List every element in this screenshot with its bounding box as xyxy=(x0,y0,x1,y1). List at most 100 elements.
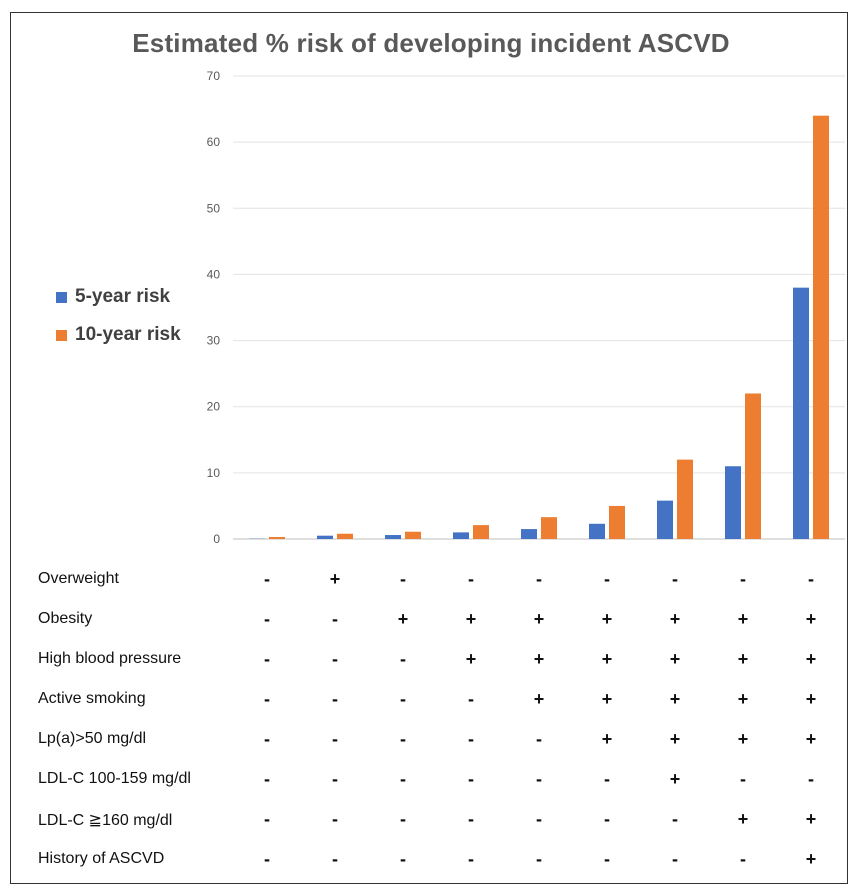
bar-10-year-risk xyxy=(813,115,829,539)
bar-10-year-risk xyxy=(337,533,353,539)
factor-absent-mark: - xyxy=(672,569,678,589)
factor-absent-mark: - xyxy=(264,569,270,589)
factor-present-mark: + xyxy=(669,689,681,709)
bar-5-year-risk xyxy=(589,523,605,539)
factor-absent-mark: - xyxy=(468,729,474,749)
factor-absent-mark: - xyxy=(264,609,270,629)
factor-absent-mark: - xyxy=(400,729,406,749)
risk-factor-label: High blood pressure xyxy=(38,650,182,667)
factor-present-mark: + xyxy=(601,649,613,669)
factor-absent-mark: - xyxy=(536,729,542,749)
factor-absent-mark: - xyxy=(264,729,270,749)
factor-present-mark: + xyxy=(805,729,817,749)
risk-factor-label: Overweight xyxy=(38,570,119,587)
factor-absent-mark: - xyxy=(604,849,610,869)
bar-5-year-risk xyxy=(317,535,333,539)
risk-factor-label: Obesity xyxy=(38,610,93,627)
factor-present-mark: + xyxy=(669,609,681,629)
factor-absent-mark: - xyxy=(740,769,746,789)
legend-item-10-year: 10-year risk xyxy=(56,316,181,354)
factor-absent-mark: - xyxy=(672,849,678,869)
factor-absent-mark: - xyxy=(264,769,270,789)
bar-5-year-risk xyxy=(725,466,741,539)
y-tick-label: 20 xyxy=(207,400,221,414)
factor-present-mark: + xyxy=(329,569,341,589)
factor-absent-mark: - xyxy=(400,809,406,829)
chart-title: Estimated % risk of developing incident … xyxy=(132,28,730,58)
bar-5-year-risk xyxy=(385,535,401,539)
legend-item-5-year: 5-year risk xyxy=(56,278,181,316)
bar-5-year-risk xyxy=(521,529,537,539)
legend-swatch-5-year xyxy=(56,291,67,303)
factor-present-mark: + xyxy=(805,849,817,869)
factor-absent-mark: - xyxy=(332,809,338,829)
bar-5-year-risk xyxy=(793,287,809,539)
bar-10-year-risk xyxy=(473,525,489,539)
risk-factor-label: Lp(a)>50 mg/dl xyxy=(38,730,147,747)
factor-present-mark: + xyxy=(669,769,681,789)
factor-present-mark: + xyxy=(669,729,681,749)
factor-absent-mark: - xyxy=(332,649,338,669)
factor-absent-mark: - xyxy=(264,849,270,869)
factor-present-mark: + xyxy=(601,689,613,709)
factor-present-mark: + xyxy=(805,809,817,829)
factor-present-mark: + xyxy=(669,649,681,669)
factor-present-mark: + xyxy=(737,609,749,629)
legend: 5-year risk 10-year risk xyxy=(56,278,181,354)
factor-absent-mark: - xyxy=(264,809,270,829)
factor-absent-mark: - xyxy=(332,609,338,629)
risk-factor-label: LDL-C ≧160 mg/dl xyxy=(38,812,173,829)
factor-absent-mark: - xyxy=(468,569,474,589)
bar-5-year-risk xyxy=(453,532,469,539)
factor-absent-mark: - xyxy=(604,809,610,829)
factor-absent-mark: - xyxy=(808,569,814,589)
y-tick-label: 0 xyxy=(213,532,220,546)
factor-absent-mark: - xyxy=(400,769,406,789)
factor-present-mark: + xyxy=(805,609,817,629)
factor-absent-mark: - xyxy=(536,849,542,869)
factor-absent-mark: - xyxy=(332,849,338,869)
factor-absent-mark: - xyxy=(468,849,474,869)
y-tick-label: 40 xyxy=(207,267,221,281)
factor-absent-mark: - xyxy=(468,769,474,789)
y-tick-label: 70 xyxy=(207,69,221,83)
bar-10-year-risk xyxy=(745,393,761,539)
factor-absent-mark: - xyxy=(468,689,474,709)
factor-absent-mark: - xyxy=(536,809,542,829)
legend-label-10-year: 10-year risk xyxy=(75,324,181,345)
bar-5-year-risk xyxy=(657,500,673,539)
factor-absent-mark: - xyxy=(400,569,406,589)
factor-absent-mark: - xyxy=(264,689,270,709)
factor-present-mark: + xyxy=(805,649,817,669)
factor-absent-mark: - xyxy=(536,769,542,789)
factor-absent-mark: - xyxy=(740,569,746,589)
factor-present-mark: + xyxy=(737,649,749,669)
legend-label-5-year: 5-year risk xyxy=(75,286,171,307)
factor-present-mark: + xyxy=(397,609,409,629)
factor-absent-mark: - xyxy=(332,729,338,749)
factor-absent-mark: - xyxy=(604,569,610,589)
factor-present-mark: + xyxy=(533,689,545,709)
bar-10-year-risk xyxy=(609,505,625,539)
risk-factor-label: Active smoking xyxy=(38,690,146,707)
y-tick-label: 50 xyxy=(207,201,221,215)
factor-present-mark: + xyxy=(601,729,613,749)
legend-swatch-10-year xyxy=(56,329,67,341)
factor-absent-mark: - xyxy=(808,769,814,789)
factor-absent-mark: - xyxy=(264,649,270,669)
factor-absent-mark: - xyxy=(400,689,406,709)
factor-present-mark: + xyxy=(601,609,613,629)
factor-present-mark: + xyxy=(465,649,477,669)
y-tick-label: 10 xyxy=(207,466,221,480)
y-tick-label: 30 xyxy=(207,334,221,348)
factor-present-mark: + xyxy=(737,729,749,749)
factor-present-mark: + xyxy=(465,609,477,629)
bar-10-year-risk xyxy=(269,537,285,539)
factor-absent-mark: - xyxy=(332,769,338,789)
factor-absent-mark: - xyxy=(604,769,610,789)
bar-10-year-risk xyxy=(405,531,421,539)
y-tick-label: 60 xyxy=(207,135,221,149)
factor-present-mark: + xyxy=(533,649,545,669)
factor-present-mark: + xyxy=(737,809,749,829)
